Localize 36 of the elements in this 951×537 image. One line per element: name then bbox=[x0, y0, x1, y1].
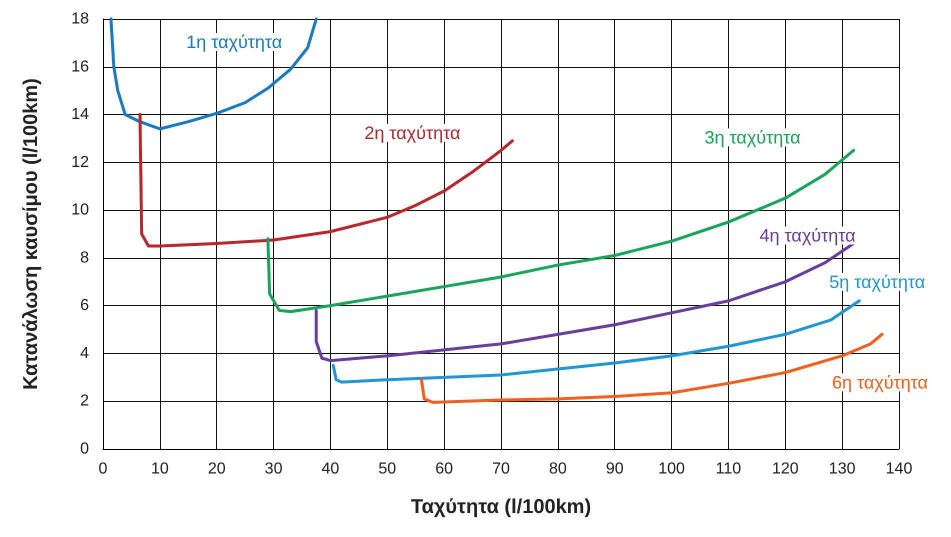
y-tick-label: 18 bbox=[71, 10, 90, 28]
series-label: 6η ταχύτητα bbox=[832, 372, 928, 392]
x-tick-label: 40 bbox=[322, 460, 340, 478]
line-series bbox=[266, 148, 856, 314]
x-tick-label: 130 bbox=[828, 460, 856, 478]
x-tick-label: 80 bbox=[548, 460, 567, 478]
line-series bbox=[109, 18, 318, 130]
y-tick-label: 6 bbox=[80, 297, 90, 314]
y-tick-label: 16 bbox=[71, 58, 90, 76]
x-tick-label: 120 bbox=[772, 460, 799, 478]
y-tick-label: 10 bbox=[71, 202, 90, 219]
y-tick-label: 2 bbox=[80, 392, 90, 410]
x-axis-title: Ταχύτητα (l/100km) bbox=[410, 496, 592, 518]
y-tick-label: 8 bbox=[80, 249, 90, 266]
series-label: 2η ταχύτητα bbox=[364, 122, 460, 143]
x-tick-label: 140 bbox=[886, 460, 912, 478]
x-tick-label: 110 bbox=[716, 460, 742, 478]
y-tick-label: 14 bbox=[71, 106, 90, 124]
series-label: 3η ταχύτητα bbox=[704, 127, 800, 148]
x-tick-label: 20 bbox=[208, 460, 226, 478]
x-tick-label: 100 bbox=[658, 460, 686, 478]
series-label: 4η ταχύτητα bbox=[760, 226, 856, 246]
y-axis-title: Κατανάλωση καυσίμου (l/100km) bbox=[20, 78, 42, 390]
x-tick-label: 60 bbox=[435, 460, 454, 478]
y-tick-label: 0 bbox=[80, 440, 90, 458]
y-tick-label: 4 bbox=[80, 344, 90, 362]
x-tick-label: 90 bbox=[606, 460, 624, 478]
x-tick-label: 30 bbox=[264, 460, 283, 478]
series-label: 1η ταχύτητα bbox=[186, 32, 282, 52]
y-tick-label: 12 bbox=[71, 154, 90, 171]
x-tick-label: 0 bbox=[98, 460, 108, 478]
x-tick-label: 50 bbox=[378, 460, 396, 478]
x-tick-label: 10 bbox=[150, 460, 169, 478]
x-tick-label: 70 bbox=[492, 460, 510, 478]
line-series bbox=[138, 113, 514, 248]
series-label: 5η ταχύτητα bbox=[829, 272, 926, 292]
